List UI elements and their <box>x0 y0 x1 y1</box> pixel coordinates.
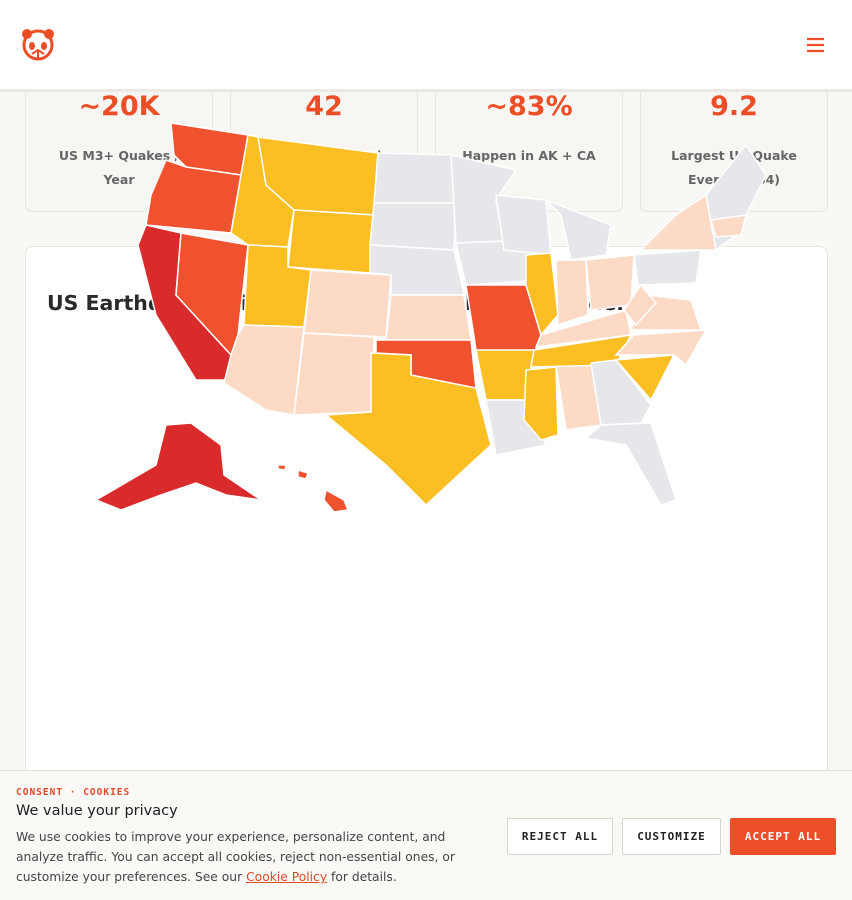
stat-label: US M3+ Quakes / Year <box>58 148 180 187</box>
text: We use cookies to improve your experienc… <box>16 830 455 884</box>
state[interactable] <box>495 194 552 256</box>
state[interactable] <box>614 354 676 402</box>
header-icons <box>22 29 824 61</box>
banner-title: We value your privacy <box>16 803 178 819</box>
state[interactable] <box>523 366 559 441</box>
menu-button[interactable] <box>807 37 824 53</box>
state[interactable] <box>297 468 309 480</box>
stat-value: ~20K <box>78 91 160 122</box>
state[interactable] <box>584 422 677 506</box>
us-map <box>94 122 767 513</box>
accept-button[interactable]: ACCEPT ALL <box>730 818 836 855</box>
policy-link[interactable]: Cookie Policy <box>246 870 328 884</box>
cookie-banner: CONSENT · COOKIES We value your privacy … <box>0 770 852 900</box>
map-card: US Earthquake Risk by State (USGS Hazard… <box>25 122 828 846</box>
state[interactable] <box>633 249 702 286</box>
state[interactable] <box>639 193 717 251</box>
state[interactable] <box>385 294 472 341</box>
state[interactable] <box>590 359 652 426</box>
state[interactable] <box>324 352 492 507</box>
stat-value: 42 <box>305 91 343 122</box>
stat-label: Happen in AK + CA <box>462 148 596 163</box>
state[interactable] <box>545 199 612 261</box>
eyebrow: CONSENT · COOKIES <box>16 787 131 798</box>
state[interactable] <box>94 422 262 511</box>
state[interactable] <box>614 329 708 367</box>
state[interactable] <box>555 259 589 327</box>
state[interactable] <box>293 332 375 416</box>
state[interactable] <box>623 283 657 327</box>
reject-button[interactable]: REJECT ALL <box>507 818 613 855</box>
state[interactable] <box>287 209 375 274</box>
state[interactable] <box>303 269 392 338</box>
customize-button[interactable]: CUSTOMIZE <box>622 818 721 855</box>
text: for details. <box>331 870 397 884</box>
state[interactable] <box>585 254 635 311</box>
state[interactable] <box>525 252 559 337</box>
stat-value: 9.2 <box>710 91 758 122</box>
state[interactable] <box>369 202 457 251</box>
state[interactable] <box>323 488 350 513</box>
state[interactable] <box>373 152 457 204</box>
stat-value: ~83% <box>485 91 573 122</box>
logo[interactable] <box>22 29 54 61</box>
banner-text: We use cookies to improve your experienc… <box>16 827 486 887</box>
state[interactable] <box>710 214 747 238</box>
header <box>0 0 852 92</box>
state[interactable] <box>223 324 305 416</box>
state[interactable] <box>277 464 287 471</box>
